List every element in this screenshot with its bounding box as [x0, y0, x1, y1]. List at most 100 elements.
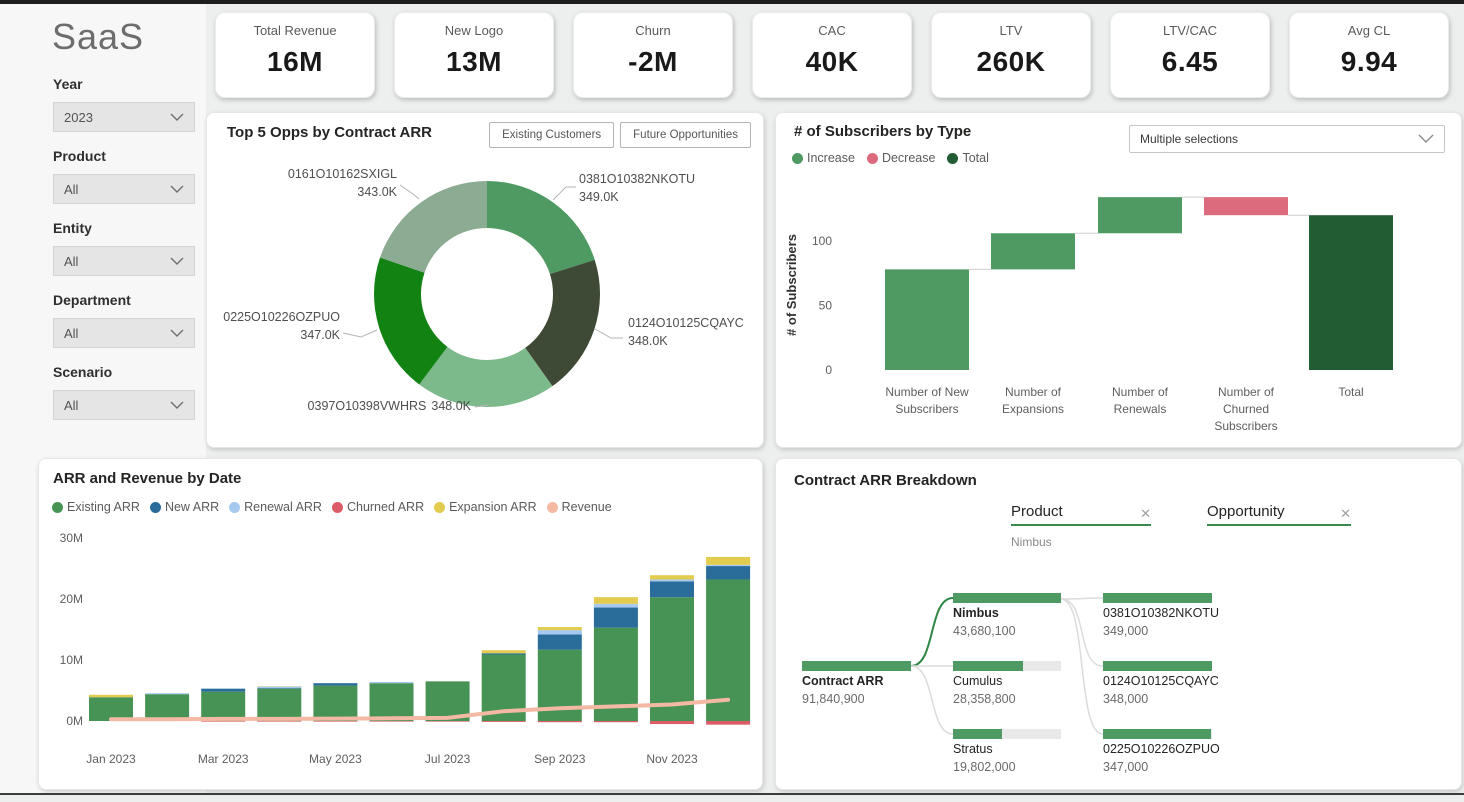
- tree-opp-0124o10125cqayc-bar-fill: [1103, 661, 1212, 671]
- donut-label-leader: [399, 184, 420, 200]
- legend-item[interactable]: Expansion ARR: [434, 500, 537, 514]
- arr-bar-10-churned-arr[interactable]: [650, 721, 694, 725]
- arr-bar-9-churned-arr[interactable]: [593, 721, 638, 723]
- arr-bar-3-existing-arr[interactable]: [257, 688, 302, 721]
- legend-item[interactable]: Churned ARR: [331, 500, 425, 514]
- arr-bar-5-churned-arr[interactable]: [369, 721, 414, 722]
- chevron-down-icon: [170, 185, 184, 193]
- arr-bar-10-expansion-arr[interactable]: [650, 575, 694, 580]
- arr-xtick: Mar 2023: [198, 752, 249, 766]
- legend-dot-icon: [229, 501, 241, 513]
- arr-bar-3-churned-arr[interactable]: [257, 721, 302, 722]
- donut-label: 0124O10125CQAYC: [628, 316, 744, 330]
- arr-bar-2-existing-arr[interactable]: [201, 691, 246, 721]
- legend-item[interactable]: Existing ARR: [52, 500, 140, 514]
- waterfall-category-label: Number of: [1112, 385, 1169, 399]
- waterfall-bar-total[interactable]: [1309, 215, 1393, 370]
- arr-bar-8-renewal-arr[interactable]: [537, 630, 582, 635]
- arr-bar-2-churned-arr[interactable]: [201, 721, 246, 722]
- arr-bar-10-new-arr[interactable]: [650, 581, 694, 598]
- donut-slice-0225o10226ozpuo[interactable]: [374, 257, 448, 385]
- arr-bar-2-new-arr[interactable]: [201, 688, 246, 692]
- arr-bar-7-expansion-arr[interactable]: [481, 650, 526, 654]
- arr-bar-1-renewal-arr[interactable]: [145, 693, 190, 695]
- arr-bar-8-new-arr[interactable]: [537, 634, 582, 650]
- tree-opp-0124o10125cqayc-label: 0124O10125CQAYC: [1103, 674, 1219, 688]
- donut-label: 0381O10382NKOTU: [579, 172, 695, 186]
- close-opportunity-level-icon[interactable]: ✕: [1340, 506, 1351, 521]
- kpi-card-churn: Churn -2M: [573, 12, 733, 98]
- waterfall-bar-number-of-churned-subscribers[interactable]: [1204, 197, 1288, 216]
- arr-bar-5-renewal-arr[interactable]: [369, 681, 414, 684]
- legend-item[interactable]: Renewal ARR: [229, 500, 322, 514]
- donut-label: 0161O10162SXIGL: [288, 167, 397, 181]
- future-opportunities-button[interactable]: Future Opportunities: [620, 122, 751, 148]
- legend-item[interactable]: New ARR: [149, 500, 219, 514]
- arr-bar-10-renewal-arr[interactable]: [650, 579, 694, 582]
- donut-label-value: 343.0K: [357, 185, 397, 199]
- close-product-level-icon[interactable]: ✕: [1140, 506, 1151, 521]
- filter-scenario-dropdown[interactable]: All: [53, 390, 195, 420]
- arr-bar-7-churned-arr[interactable]: [481, 721, 526, 722]
- arr-bar-0-existing-arr[interactable]: [89, 697, 133, 721]
- legend-label: Decrease: [881, 151, 936, 165]
- arr-bar-8-churned-arr[interactable]: [537, 721, 582, 723]
- filter-year-dropdown[interactable]: 2023: [53, 102, 195, 132]
- tree-product-cumulus-bar[interactable]: [953, 661, 1061, 671]
- tree-product-stratus-label: Stratus: [953, 742, 993, 756]
- waterfall-bar-number-of-renewals[interactable]: [1098, 197, 1182, 234]
- tree-product-nimbus-bar[interactable]: [953, 593, 1061, 603]
- tree-opp-0381o10382nkotu-bar[interactable]: [1103, 593, 1212, 603]
- tree-product-nimbus-value: 43,680,100: [953, 624, 1016, 638]
- arr-bar-9-expansion-arr[interactable]: [593, 597, 638, 604]
- legend-item[interactable]: Total: [947, 151, 989, 165]
- filter-label: Entity: [53, 220, 92, 236]
- waterfall-filter-value: Multiple selections: [1140, 132, 1239, 146]
- arr-bar-6-churned-arr[interactable]: [425, 721, 470, 722]
- tree-product-stratus-bar[interactable]: [953, 729, 1061, 739]
- arr-bar-8-expansion-arr[interactable]: [537, 627, 582, 631]
- filter-list: Year 2023 Product All Entity All Department All…: [53, 76, 195, 436]
- arr-bar-1-existing-arr[interactable]: [145, 694, 190, 721]
- arr-bar-3-renewal-arr[interactable]: [257, 686, 302, 689]
- tree-root-bar[interactable]: [802, 661, 911, 671]
- arr-bar-11-churned-arr[interactable]: [706, 721, 751, 725]
- existing-customers-button[interactable]: Existing Customers: [489, 122, 615, 148]
- arr-bar-4-new-arr[interactable]: [313, 683, 358, 686]
- waterfall-filter-dropdown[interactable]: Multiple selections: [1129, 125, 1445, 153]
- kpi-label: Avg CL: [1347, 23, 1391, 38]
- donut-slice-0381o10382nkotu[interactable]: [487, 181, 595, 275]
- revenue-line[interactable]: [109, 697, 731, 722]
- legend-dot-icon: [947, 152, 959, 164]
- arr-bar-4-existing-arr[interactable]: [313, 685, 358, 721]
- arr-bar-9-new-arr[interactable]: [593, 607, 638, 628]
- donut-slice-0161o10162sxigl[interactable]: [380, 181, 487, 273]
- kpi-label: Churn: [635, 23, 671, 38]
- filter-department-dropdown[interactable]: All: [53, 318, 195, 348]
- arr-bar-11-new-arr[interactable]: [706, 566, 751, 580]
- donut-slice-0397o10398vwhrs[interactable]: [419, 346, 553, 407]
- arr-bar-10-existing-arr[interactable]: [650, 597, 694, 721]
- arr-bar-4-churned-arr[interactable]: [313, 721, 358, 722]
- legend-item[interactable]: Revenue: [546, 500, 612, 514]
- arr-bar-7-new-arr[interactable]: [481, 653, 526, 655]
- arr-bar-11-renewal-arr[interactable]: [706, 564, 751, 567]
- arr-bar-11-expansion-arr[interactable]: [706, 556, 751, 565]
- waterfall-bar-number-of-expansions[interactable]: [991, 233, 1075, 270]
- arr-bar-11-existing-arr[interactable]: [706, 579, 751, 721]
- arr-bar-5-existing-arr[interactable]: [369, 683, 414, 721]
- waterfall-bar-number-of-new-subscribers[interactable]: [885, 269, 969, 370]
- arr-bar-0-expansion-arr[interactable]: [89, 694, 133, 698]
- arr-bar-3-new-arr[interactable]: [257, 688, 302, 689]
- legend-item[interactable]: Increase: [792, 151, 855, 165]
- legend-dot-icon: [434, 501, 446, 513]
- tree-opp-0124o10125cqayc-bar[interactable]: [1103, 661, 1212, 671]
- tree-opp-0225o10226ozpuo-bar[interactable]: [1103, 729, 1212, 739]
- arr-bar-9-renewal-arr[interactable]: [593, 603, 638, 608]
- legend-item[interactable]: Decrease: [866, 151, 936, 165]
- legend-label: Churned ARR: [346, 500, 425, 514]
- waterfall-category-label: Number of: [1218, 385, 1275, 399]
- donut-slice-0124o10125cqayc[interactable]: [525, 259, 600, 387]
- filter-product-dropdown[interactable]: All: [53, 174, 195, 204]
- filter-entity-dropdown[interactable]: All: [53, 246, 195, 276]
